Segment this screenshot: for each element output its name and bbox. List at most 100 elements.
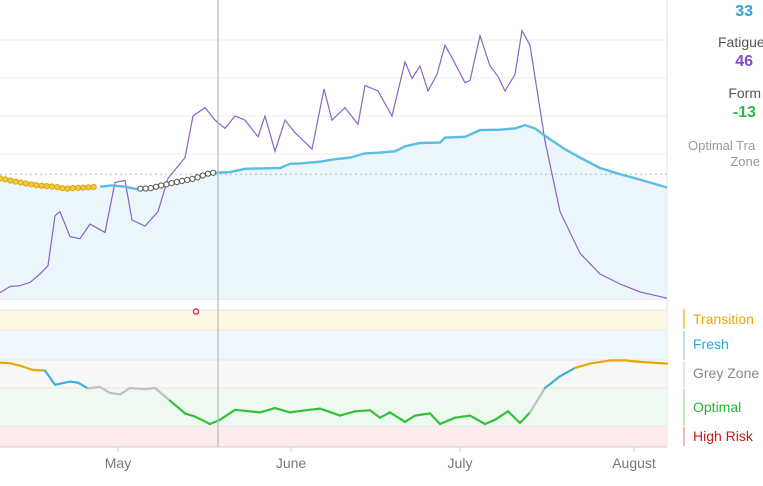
month-label-may: May [104, 455, 132, 471]
fitness-dot [17, 179, 24, 186]
fitness-dot [33, 182, 40, 189]
form-line-segment [18, 364, 35, 372]
form-line-segment [153, 386, 172, 402]
form-line-segment [143, 386, 157, 391]
fitness-dot [54, 184, 61, 191]
form-line-segment [233, 408, 262, 414]
fitness-dot [158, 182, 165, 189]
form-line-segment [258, 407, 277, 414]
form-label: Form [728, 85, 761, 101]
lower-gridlines [0, 309, 667, 427]
fitness-dot [204, 170, 212, 177]
fitness-dot [38, 182, 45, 189]
highlight-point-marker[interactable] [192, 308, 200, 315]
form-line-segment [453, 414, 472, 419]
fitness-dot [22, 180, 30, 187]
zone-bar-fresh [683, 331, 685, 360]
fitness-dot [90, 183, 97, 191]
form-line-segment [378, 411, 392, 419]
fitness-dot [152, 183, 160, 190]
fitness-dot [163, 181, 170, 188]
form-line-segment [623, 359, 642, 363]
form-line-segment [518, 411, 532, 425]
fatigue-value: 46 [735, 53, 753, 70]
fitness-area [0, 125, 667, 299]
form-line [0, 359, 669, 426]
form-line-segment [493, 410, 510, 421]
fitness-dot [7, 177, 14, 184]
form-line-segment [558, 366, 577, 378]
fitness-dot [173, 178, 180, 186]
fitness-dot [43, 183, 50, 190]
zone-label-grey: Grey Zone [693, 365, 760, 381]
zone-label-transition: Transition [693, 311, 754, 327]
form-line-segment [76, 381, 90, 390]
fatigue-label: Fatigue [718, 34, 763, 50]
month-label-july: July [447, 455, 473, 471]
zone-band-fresh [0, 330, 667, 360]
form-line-segment [53, 380, 72, 386]
form-line-segment [388, 411, 407, 423]
form-value: -13 [732, 104, 756, 121]
fitness-dot [74, 184, 82, 191]
zone-label-optimal: Optimal [693, 399, 742, 415]
form-line-segment [288, 409, 307, 414]
fatigue-line [0, 28, 668, 299]
form-line-segment [506, 410, 522, 425]
zone-label-high-risk: High Risk [693, 428, 753, 444]
form-line-segment [0, 361, 12, 365]
fitness-dot [64, 185, 71, 192]
form-line-segment [218, 408, 237, 421]
zone-band-high-risk [0, 426, 667, 447]
fitness-dot [2, 176, 9, 183]
fitness-dot [168, 180, 175, 187]
form-line-segment [353, 409, 372, 413]
zone-label-fresh: Fresh [693, 336, 729, 352]
zone-bar-optimal [683, 389, 685, 426]
form-line-segment [43, 369, 57, 386]
form-line-segment [183, 412, 197, 418]
zone-bar-grey [683, 361, 685, 388]
form-line-segment [638, 360, 669, 365]
fitness-dot [59, 185, 66, 192]
zone-band-transition [0, 310, 667, 330]
form-line-segment [543, 375, 562, 390]
optimal-training-note-line2: Zone [730, 154, 760, 169]
fitness-dot [12, 178, 19, 185]
month-label-august: August [612, 455, 656, 471]
form-line-segment [573, 362, 592, 369]
fitness-dots [0, 169, 217, 192]
fitness-dot [210, 169, 217, 176]
fitness-dot [199, 172, 206, 179]
form-line-segment [168, 399, 187, 415]
fitness-dot [142, 185, 149, 192]
fitness-dot [48, 183, 56, 190]
form-line-segment [98, 385, 112, 394]
fitness-dot [137, 185, 144, 192]
form-line-segment [588, 359, 612, 365]
form-line-segment [413, 412, 432, 417]
form-line-segment [528, 386, 547, 414]
form-line-segment [318, 407, 342, 417]
zone-band-grey [0, 360, 667, 388]
fitness-dot [28, 181, 35, 188]
fitness-value: 33 [735, 3, 753, 20]
zone-bar-transition [683, 309, 685, 329]
form-line-segment [193, 415, 212, 426]
form-line-segment [31, 368, 47, 372]
fitness-dot [194, 174, 201, 181]
month-label-june: June [275, 455, 307, 471]
fitness-dot [85, 184, 92, 191]
form-line-segment [438, 416, 457, 426]
form-line-segment [403, 414, 417, 423]
fitness-dot [0, 175, 4, 182]
fitness-dot [80, 184, 87, 191]
zone-bar-high-risk [683, 427, 685, 446]
fitness-dot [69, 185, 76, 192]
month-ticks [117, 447, 635, 452]
form-line-segment [468, 414, 487, 426]
form-line-segment [428, 412, 442, 426]
fitness-dot [189, 175, 196, 182]
form-line-segment [86, 385, 102, 390]
